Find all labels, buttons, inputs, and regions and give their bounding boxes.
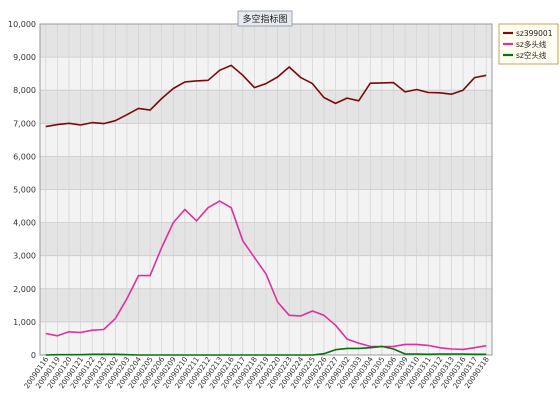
y-tick-label: 1,000 <box>13 318 36 327</box>
series-line-0 <box>45 64 487 128</box>
y-tick-label: 5,000 <box>13 186 36 195</box>
chart-title-box <box>237 10 293 27</box>
chart-title-group: 多空指标图 <box>237 10 293 27</box>
y-tick-label: 3,000 <box>13 252 36 261</box>
y-axis-ticks: 0 1,000 2,000 3,000 4,000 5,000 6,000 7,000 8,00… <box>8 20 36 360</box>
y-tick-label: 9,000 <box>13 53 36 62</box>
y-tick-label: 7,000 <box>13 119 36 128</box>
y-tick-label: 2,000 <box>13 285 36 294</box>
legend-label: sz空头线 <box>516 50 547 60</box>
series-lines <box>45 64 487 356</box>
y-tick-label: 6,000 <box>13 152 36 161</box>
series-line-1 <box>45 200 487 351</box>
chart-title: 多空指标图 <box>242 13 287 25</box>
legend-box <box>498 23 559 65</box>
x-axis-ticks: 2009011620090119200901202009012120090122… <box>22 355 491 390</box>
y-tick-label: 8,000 <box>13 86 36 95</box>
legend-label: sz399001 <box>516 29 553 38</box>
y-tick-label: 4,000 <box>13 219 36 228</box>
legend-label: sz多头线 <box>516 39 547 49</box>
series-line-2 <box>45 345 487 356</box>
gridlines <box>39 23 493 356</box>
y-tick-label: 10,000 <box>8 20 36 29</box>
y-tick-label: 0 <box>31 351 36 360</box>
